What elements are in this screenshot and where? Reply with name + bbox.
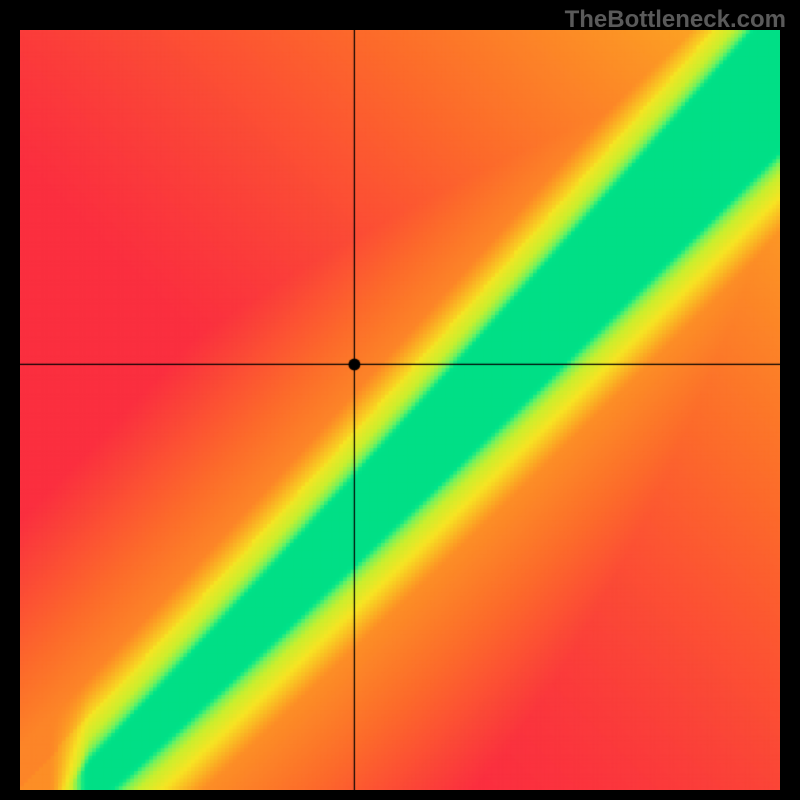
chart-container: TheBottleneck.com <box>0 0 800 800</box>
watermark-text: TheBottleneck.com <box>565 6 786 34</box>
bottleneck-heatmap <box>20 30 780 790</box>
